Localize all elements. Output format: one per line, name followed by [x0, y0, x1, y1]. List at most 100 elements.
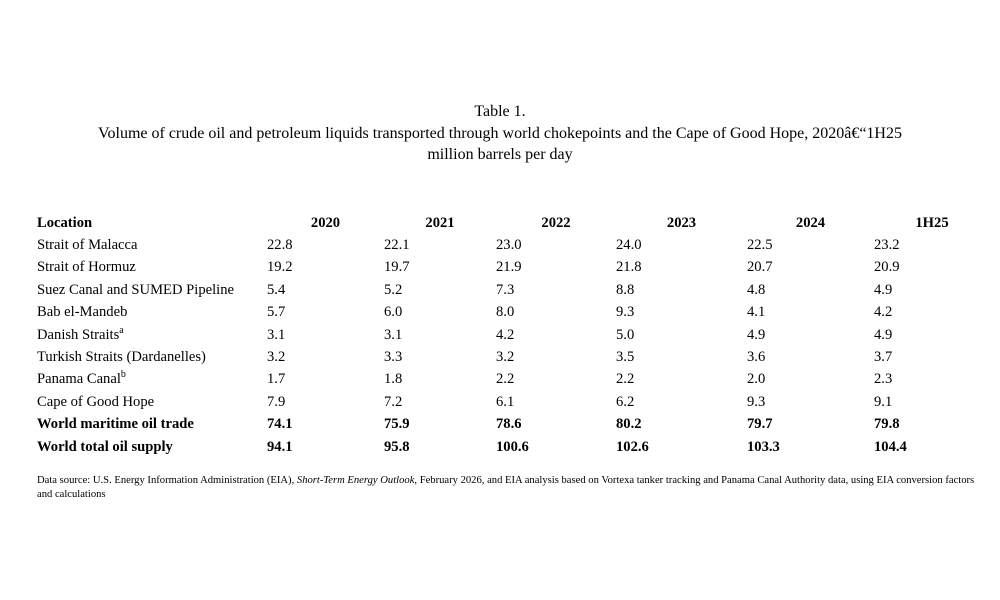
cell-value: 7.3 [496, 281, 515, 298]
table-row: World maritime oil trade 74.1 75.9 78.6 80.2… [37, 414, 990, 436]
col-header-2020: 2020 [310, 214, 341, 231]
cell-value: 4.8 [747, 281, 766, 298]
cell-value: 6.1 [496, 393, 515, 410]
cell-value: 22.1 [384, 237, 410, 254]
row-location: Danish Straitsa [37, 324, 124, 343]
footnote-prefix: Data source: U.S. Energy Information Adm… [37, 475, 297, 486]
col-header-1h25: 1H25 [915, 214, 949, 231]
col-header-2023: 2023 [666, 214, 697, 231]
table-row: World total oil supply 94.1 95.8 100.6 102.6… [37, 436, 990, 458]
cell-value: 2.2 [616, 371, 635, 388]
cell-value: 4.1 [747, 304, 766, 321]
cell-value: 2.2 [496, 371, 515, 388]
cell-value: 22.5 [747, 237, 773, 254]
cell-value: 4.9 [874, 281, 893, 298]
row-location: Strait of Malacca [37, 237, 138, 254]
cell-value: 103.3 [747, 438, 780, 455]
row-location: Strait of Hormuz [37, 259, 136, 276]
footnote-publication: Short-Term Energy Outlook [296, 475, 415, 486]
cell-value: 3.6 [747, 349, 766, 366]
cell-value: 1.8 [384, 371, 403, 388]
col-header-2024: 2024 [795, 214, 826, 231]
col-header-2022: 2022 [541, 214, 571, 231]
row-location: World total oil supply [37, 438, 173, 455]
cell-value: 23.2 [874, 237, 900, 254]
cell-value: 3.3 [384, 349, 403, 366]
cell-value: 4.9 [874, 326, 893, 343]
cell-value: 4.9 [747, 326, 766, 343]
cell-value: 8.0 [496, 304, 515, 321]
cell-value: 2.3 [874, 371, 893, 388]
cell-value: 20.7 [747, 259, 773, 276]
cell-value: 100.6 [496, 438, 529, 455]
cell-value: 79.8 [874, 416, 900, 433]
chokepoints-table: Location 2020 2021 2022 2023 2024 1H25 Strait … [37, 212, 990, 458]
table-title: Volume of crude oil and petroleum liquid… [98, 124, 902, 142]
cell-value: 74.1 [267, 416, 293, 433]
cell-value: 5.0 [616, 326, 635, 343]
row-location: Turkish Straits (Dardanelles) [37, 349, 206, 366]
cell-value: 2.0 [747, 371, 766, 388]
table-row: Strait of Malacca 22.8 22.1 23.0 24.0 22.5 23.… [37, 234, 990, 256]
cell-value: 19.2 [267, 259, 293, 276]
table-row: Panama Canalb 1.7 1.8 2.2 2.2 2.0 2.3 [37, 369, 990, 391]
cell-value: 9.3 [747, 393, 766, 410]
cell-value: 23.0 [496, 237, 522, 254]
cell-value: 3.1 [384, 326, 403, 343]
cell-value: 4.2 [496, 326, 515, 343]
table-number: Table 1. [474, 103, 526, 120]
cell-value: 3.2 [267, 349, 286, 366]
cell-value: 95.8 [384, 438, 410, 455]
cell-value: 6.0 [384, 304, 403, 321]
table-row: Cape of Good Hope 7.9 7.2 6.1 6.2 9.3 9.1 [37, 391, 990, 413]
footnote-suffix: , February 2026, and EIA analysis based … [37, 475, 975, 500]
table-title-block: Table 1. Volume of crude oil and petrole… [0, 101, 1000, 166]
row-location: World maritime oil trade [37, 416, 194, 433]
col-header-2021: 2021 [425, 214, 455, 231]
table-body: Strait of Malacca 22.8 22.1 23.0 24.0 22.5 23.… [37, 234, 990, 458]
cell-value: 75.9 [384, 416, 410, 433]
header-row: Location 2020 2021 2022 2023 2024 1H25 [37, 212, 990, 234]
cell-value: 9.1 [874, 393, 893, 410]
cell-value: 94.1 [267, 438, 293, 455]
row-location: Suez Canal and SUMED Pipeline [37, 281, 234, 298]
cell-value: 22.8 [267, 237, 293, 254]
table-row: Turkish Straits (Dardanelles) 3.2 3.3 3.2 3.… [37, 346, 990, 368]
cell-value: 6.2 [616, 393, 635, 410]
table-row: Danish Straitsa 3.1 3.1 4.2 5.0 4.9 4.9 [37, 324, 990, 346]
cell-value: 24.0 [616, 237, 642, 254]
cell-value: 19.7 [384, 259, 410, 276]
cell-value: 5.2 [384, 281, 403, 298]
col-header-location: Location [37, 214, 93, 231]
cell-value: 3.1 [267, 326, 286, 343]
table-row: Suez Canal and SUMED Pipeline 5.4 5.2 7.3 8.… [37, 279, 990, 301]
cell-value: 7.9 [267, 393, 286, 410]
row-location: Panama Canalb [37, 369, 126, 388]
row-location: Cape of Good Hope [37, 393, 155, 410]
table-row: Bab el-Mandeb 5.7 6.0 8.0 9.3 4.1 4.2 [37, 302, 990, 324]
cell-value: 4.2 [874, 304, 893, 321]
footnote-marker: a [119, 324, 124, 336]
cell-value: 104.4 [874, 438, 907, 455]
cell-value: 3.5 [616, 349, 635, 366]
cell-value: 21.8 [616, 259, 642, 276]
cell-value: 5.4 [267, 281, 286, 298]
cell-value: 20.9 [874, 259, 900, 276]
footnote-marker: b [120, 369, 126, 381]
row-location: Bab el-Mandeb [37, 304, 128, 321]
cell-value: 5.7 [267, 304, 286, 321]
cell-value: 3.2 [496, 349, 515, 366]
cell-value: 1.7 [267, 371, 286, 388]
table-row: Strait of Hormuz 19.2 19.7 21.9 21.8 20.7 20.9 [37, 257, 990, 279]
cell-value: 9.3 [616, 304, 635, 321]
cell-value: 21.9 [496, 259, 522, 276]
table-units: million barrels per day [427, 146, 573, 163]
cell-value: 80.2 [616, 416, 642, 433]
cell-value: 8.8 [616, 281, 635, 298]
cell-value: 79.7 [747, 416, 773, 433]
data-source-note: Data source: U.S. Energy Information Adm… [37, 474, 987, 501]
cell-value: 102.6 [616, 438, 649, 455]
cell-value: 7.2 [384, 393, 403, 410]
cell-value: 3.7 [874, 349, 893, 366]
cell-value: 78.6 [496, 416, 522, 433]
